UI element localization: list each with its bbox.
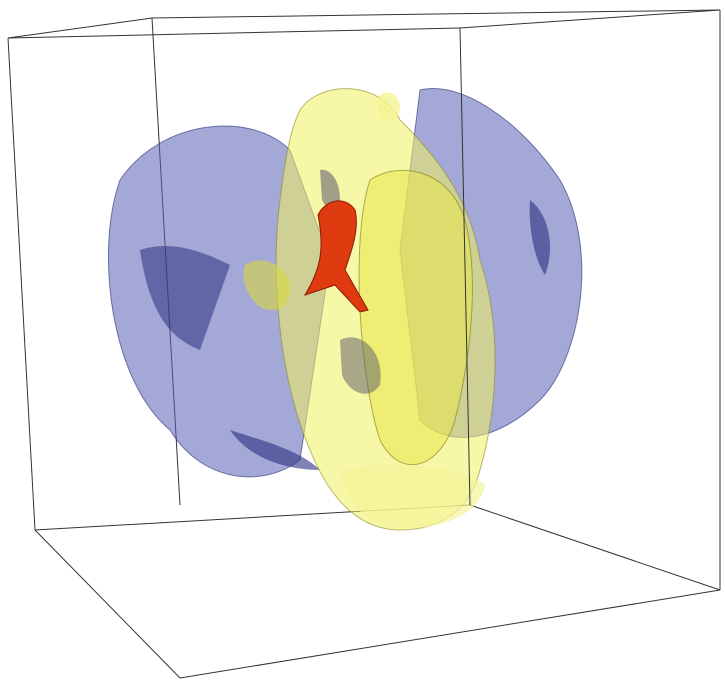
yellow-blob bbox=[243, 260, 291, 311]
shadow bbox=[320, 169, 340, 211]
yellow-base bbox=[340, 465, 485, 529]
box-edge bbox=[179, 589, 721, 679]
blue-fold bbox=[140, 245, 230, 350]
blue-lobe-left bbox=[107, 125, 331, 478]
box-edge bbox=[151, 9, 721, 19]
bounding-box-front bbox=[7, 9, 721, 679]
box-edge bbox=[469, 504, 721, 591]
yellow-blob bbox=[377, 92, 400, 122]
blue-fold bbox=[529, 200, 550, 275]
box-edge bbox=[34, 529, 181, 679]
box-edge bbox=[459, 27, 471, 506]
box-edge bbox=[7, 17, 153, 39]
box-edge bbox=[7, 37, 36, 531]
box-edge bbox=[459, 9, 721, 29]
blue-fold bbox=[230, 430, 320, 470]
yellow-lobe bbox=[358, 169, 473, 466]
yellow-surface bbox=[243, 88, 496, 531]
red-core bbox=[303, 200, 369, 313]
box-edge bbox=[7, 27, 461, 39]
shadow bbox=[340, 337, 381, 394]
